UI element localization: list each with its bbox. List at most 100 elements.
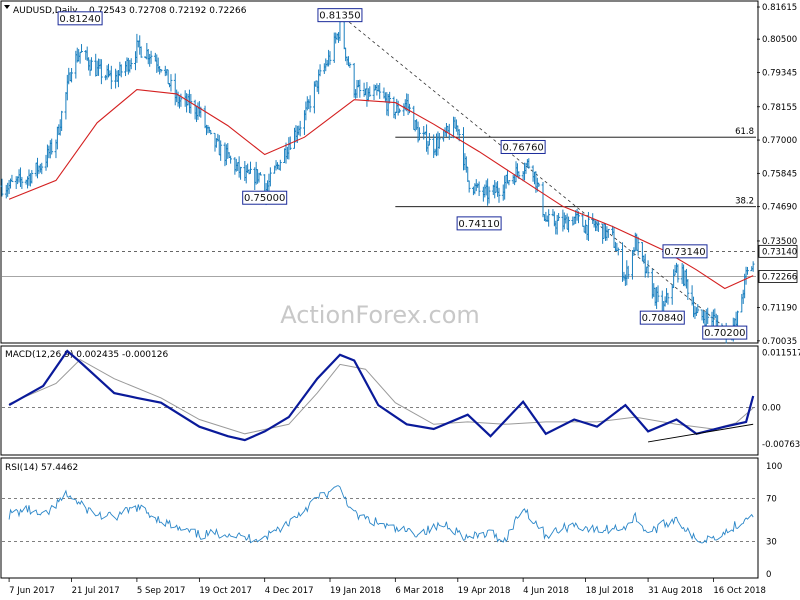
down-trendline — [339, 14, 726, 328]
moving-average — [8, 89, 754, 290]
price-tick-label: 0.75845 — [762, 169, 797, 179]
price-bar — [746, 266, 749, 275]
symbol-label: AUDUSD,Daily — [13, 6, 78, 16]
swing-label: 0.81240 — [57, 11, 103, 26]
price-bar — [10, 174, 14, 183]
price-bar — [149, 50, 153, 64]
price-bar — [342, 18, 346, 50]
rsi-title: RSI(14) 57.4462 — [5, 463, 78, 473]
svg-text:0.72266: 0.72266 — [762, 273, 797, 283]
date-tick-label: 19 Jan 2018 — [330, 586, 381, 596]
watermark: ActionForex.com — [280, 301, 480, 329]
price-bar — [318, 64, 322, 77]
price-bar — [348, 62, 352, 68]
price-bar — [428, 132, 431, 146]
price-bar — [606, 228, 610, 238]
price-bar — [706, 307, 710, 324]
date-tick-label: 16 Oct 2018 — [713, 586, 766, 596]
svg-text:0.70840: 0.70840 — [642, 313, 683, 324]
swing-label: 0.74110 — [456, 216, 502, 231]
price-bar — [497, 187, 501, 203]
price-tick-label: 0.74690 — [762, 203, 797, 213]
price-bar — [696, 304, 700, 314]
price-bar — [626, 265, 630, 279]
price-tick-label: 0.80500 — [762, 35, 797, 45]
date-tick-label: 5 Sep 2017 — [137, 586, 185, 596]
price-bar — [487, 186, 491, 204]
macd-pane — [0, 345, 759, 456]
price-tag: 0.72266 — [758, 270, 798, 283]
macd-title: MACD(12,26,9) 0.002435 -0.000126 — [5, 350, 168, 360]
price-annotations: 61.8 38.2 — [2, 14, 756, 328]
price-tag: 0.73140 — [758, 244, 798, 258]
price-bar — [90, 57, 93, 71]
date-axis: 7 Jun 2017 21 Jul 2017 5 Sep 2017 19 Oct 20… — [8, 578, 766, 596]
price-bar — [40, 162, 44, 175]
svg-text:0.73140: 0.73140 — [762, 247, 797, 257]
price-bar — [30, 170, 34, 184]
price-bar — [527, 158, 531, 169]
price-bar — [0, 178, 4, 197]
price-bar — [278, 159, 282, 171]
price-bar — [557, 213, 561, 221]
price-bar — [239, 166, 242, 180]
price-bar — [646, 260, 650, 278]
price-bar — [596, 221, 600, 232]
price-bar — [60, 110, 64, 131]
price-bar — [229, 155, 233, 164]
price-tick-label: 0.70035 — [762, 337, 797, 347]
price-tick-label: 0.78155 — [762, 103, 797, 113]
svg-text:0.81240: 0.81240 — [59, 14, 100, 25]
price-bar — [666, 292, 670, 305]
price-bar — [328, 51, 332, 65]
swing-label: 0.70840 — [639, 310, 685, 325]
price-bar — [169, 74, 173, 92]
macd-axis: 0.011517 0.00 -0.007634 — [762, 348, 800, 450]
date-tick-label: 6 Mar 2018 — [395, 586, 443, 596]
rsi-pane — [0, 457, 759, 579]
price-bar — [447, 123, 451, 140]
date-tick-label: 21 Jul 2017 — [72, 586, 120, 596]
price-bar — [418, 127, 421, 141]
price-bar — [388, 91, 392, 104]
svg-text:0.81350: 0.81350 — [319, 11, 360, 22]
price-tick-label: 0.81615 — [762, 3, 797, 13]
macd-trendline — [648, 423, 754, 443]
price-bars — [0, 16, 755, 344]
rsi-tick-label: 100 — [766, 462, 782, 472]
swing-label: 0.75000 — [242, 190, 288, 205]
date-tick-label: 4 Dec 2017 — [265, 586, 314, 596]
price-bar — [70, 68, 73, 83]
price-bar — [477, 181, 481, 196]
swing-label: 0.73140 — [662, 244, 708, 259]
price-bar — [507, 180, 511, 186]
price-bar — [189, 93, 193, 114]
rsi-lines — [2, 485, 756, 544]
price-bar — [656, 285, 660, 303]
date-tick-label: 31 Aug 2018 — [648, 586, 702, 596]
price-bar — [109, 65, 113, 90]
swing-labels: 0.81240 0.81350 0.75000 0.76760 0.74110 0.731… — [57, 8, 748, 340]
date-tick-label: 4 Jun 2018 — [523, 586, 569, 596]
fib-level-label: 61.8 — [735, 127, 754, 137]
price-bar — [751, 261, 755, 272]
price-pane — [0, 0, 759, 344]
price-bar — [636, 236, 640, 256]
price-bar — [219, 140, 223, 161]
price-bar — [398, 108, 401, 113]
date-tick-label: 7 Jun 2017 — [9, 586, 55, 596]
price-bar — [268, 167, 272, 187]
rsi-tick-label: 70 — [766, 494, 777, 504]
date-tick-label: 19 Apr 2018 — [458, 586, 511, 596]
price-bar — [547, 209, 551, 227]
price-axis: 0.81615 0.80500 0.79345 0.78155 0.77000 0.758… — [757, 3, 798, 347]
price-bar — [368, 86, 372, 97]
price-bar — [308, 95, 312, 113]
price-bar — [20, 176, 24, 189]
macd-lines — [2, 349, 756, 443]
swing-label: 0.76760 — [500, 139, 546, 154]
rsi-tick-label: 30 — [766, 538, 777, 548]
price-bar — [50, 138, 54, 155]
svg-text:0.70200: 0.70200 — [704, 328, 745, 339]
